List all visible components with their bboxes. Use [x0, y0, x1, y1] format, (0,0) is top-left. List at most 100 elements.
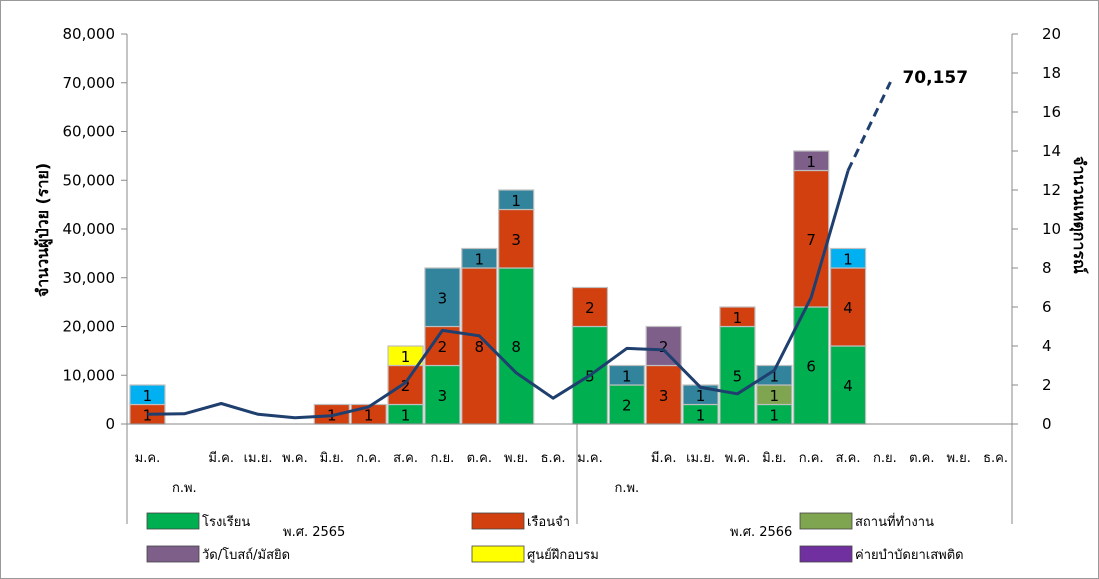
bar-segment — [793, 150, 830, 172]
bar-segment — [424, 267, 461, 328]
bar-segment — [793, 169, 830, 308]
x-tick-label: ก.ย. — [873, 451, 897, 466]
x-tick-label: ต.ค. — [909, 451, 934, 466]
bar-segment — [424, 364, 461, 425]
bar-segment-label: 8 — [475, 338, 485, 356]
legend-swatch — [146, 545, 200, 563]
y-left-tick-label: 10,000 — [63, 366, 116, 384]
line-annotation: 70,157 — [902, 68, 968, 88]
bar-segment-label: 1 — [733, 309, 743, 327]
y-left-tick-label: 50,000 — [63, 171, 116, 189]
x-tick-label: ก.ค. — [799, 451, 824, 466]
x-tick-label: มิ.ย. — [320, 451, 344, 466]
y-left-tick-label: 80,000 — [63, 25, 116, 43]
bar-segment — [829, 345, 867, 425]
x-tick-label: พ.ค. — [282, 451, 308, 466]
legend-label: สถานที่ทำงาน — [855, 513, 934, 530]
bar-segment — [793, 306, 830, 425]
bar-segment — [719, 306, 756, 328]
y-right-tick-label: 4 — [1042, 337, 1052, 355]
legend-swatch — [471, 512, 525, 530]
x-tick-label: ธ.ค. — [541, 451, 566, 466]
legend-label: วัด/โบสถ์/มัสยิด — [202, 547, 290, 563]
x-tick-label: มิ.ย. — [762, 451, 786, 466]
bar-segment-label: 6 — [806, 358, 816, 376]
y-right-tick-label: 8 — [1042, 259, 1052, 277]
bar-segment-label: 1 — [401, 406, 411, 424]
y-left-tick-label: 0 — [105, 415, 115, 433]
bar-segment-label: 4 — [843, 299, 853, 317]
y-left-tick-label: 60,000 — [63, 123, 116, 141]
bar-segment-label: 1 — [696, 387, 706, 405]
bar-segment — [645, 364, 682, 425]
legend-swatch — [799, 512, 853, 530]
y-right-tick-label: 20 — [1042, 25, 1061, 43]
x-tick-label: ก.พ. — [172, 481, 197, 496]
y-right-tick-label: 0 — [1042, 415, 1052, 433]
bar-segment — [498, 267, 535, 425]
bar-segment-label: 5 — [733, 367, 743, 385]
bar-segment — [571, 286, 609, 328]
bar-segment — [829, 247, 867, 269]
y-right-tick-label: 6 — [1042, 298, 1052, 316]
bar-segment-label: 3 — [511, 231, 521, 249]
y-right-tick-label: 10 — [1042, 220, 1061, 238]
bar-segment — [608, 364, 645, 386]
line-series — [147, 170, 850, 420]
y-left-tick-label: 20,000 — [63, 318, 116, 336]
y-left-tick-label: 70,000 — [63, 74, 116, 92]
y-left-tick-label: 30,000 — [63, 269, 116, 287]
bar-segment-label: 2 — [438, 338, 448, 356]
bar-segment — [498, 189, 535, 211]
year-label: พ.ศ. 2565 — [283, 525, 345, 540]
bar-segment-label: 3 — [659, 387, 669, 405]
bar-segment-label: 1 — [143, 387, 153, 405]
y-right-axis-title: จำนวนเหตุการณ์ — [1069, 156, 1089, 274]
x-tick-label: มี.ค. — [208, 450, 234, 466]
bar-segment-label: 7 — [806, 231, 816, 249]
bar-segment — [829, 267, 867, 347]
y-left-tick-label: 40,000 — [63, 220, 116, 238]
x-tick-label: พ.ย. — [504, 451, 528, 466]
x-tick-label: ส.ค. — [836, 451, 861, 466]
bar-segment-label: 1 — [511, 192, 521, 210]
y-right-tick-label: 2 — [1042, 376, 1052, 394]
x-tick-label: เม.ย. — [244, 451, 273, 466]
bar-segment — [129, 384, 166, 406]
bar-segment-label: 2 — [401, 377, 411, 395]
bar-segment — [645, 325, 682, 367]
bar-segment-label: 1 — [770, 387, 780, 405]
bar-segment — [608, 384, 645, 425]
bar-segment — [756, 364, 793, 386]
bar-segment-label: 3 — [438, 387, 448, 405]
x-tick-label: เม.ย. — [686, 451, 715, 466]
bar-segment — [461, 247, 498, 269]
year-label: พ.ศ. 2566 — [730, 525, 792, 540]
legend-swatch — [146, 512, 200, 530]
bar-segment-label: 1 — [696, 406, 706, 424]
legend-label: ศูนย์ฝึกอบรม — [527, 547, 599, 563]
bar-segment-label: 2 — [659, 338, 669, 356]
x-tick-label: ม.ค. — [135, 451, 161, 466]
bar-segment — [498, 208, 535, 269]
bar-segment-label: 4 — [843, 377, 853, 395]
legend-swatch — [799, 545, 853, 563]
x-tick-label: ต.ค. — [467, 451, 492, 466]
y-left-axis-title: จำนวนผู้ป่วย (ราย) — [33, 163, 54, 297]
x-tick-label: ธ.ค. — [983, 451, 1008, 466]
bar-segment-label: 3 — [438, 289, 448, 307]
bar-segment-label: 2 — [585, 299, 595, 317]
bar-segment-label: 1 — [622, 367, 632, 385]
bar-segment-label: 1 — [475, 250, 485, 268]
x-tick-label: ม.ค. — [577, 451, 603, 466]
x-tick-label: ก.พ. — [614, 481, 639, 496]
bar-segment-label: 1 — [770, 367, 780, 385]
y-right-tick-label: 16 — [1042, 103, 1061, 121]
bar-segment-label: 1 — [364, 406, 374, 424]
line-series-forecast — [846, 81, 892, 172]
y-right-tick-label: 12 — [1042, 181, 1061, 199]
legend-label: เรือนจำ — [527, 514, 570, 530]
legend-label: ค่ายบำบัดยาเสพติด — [855, 548, 964, 563]
